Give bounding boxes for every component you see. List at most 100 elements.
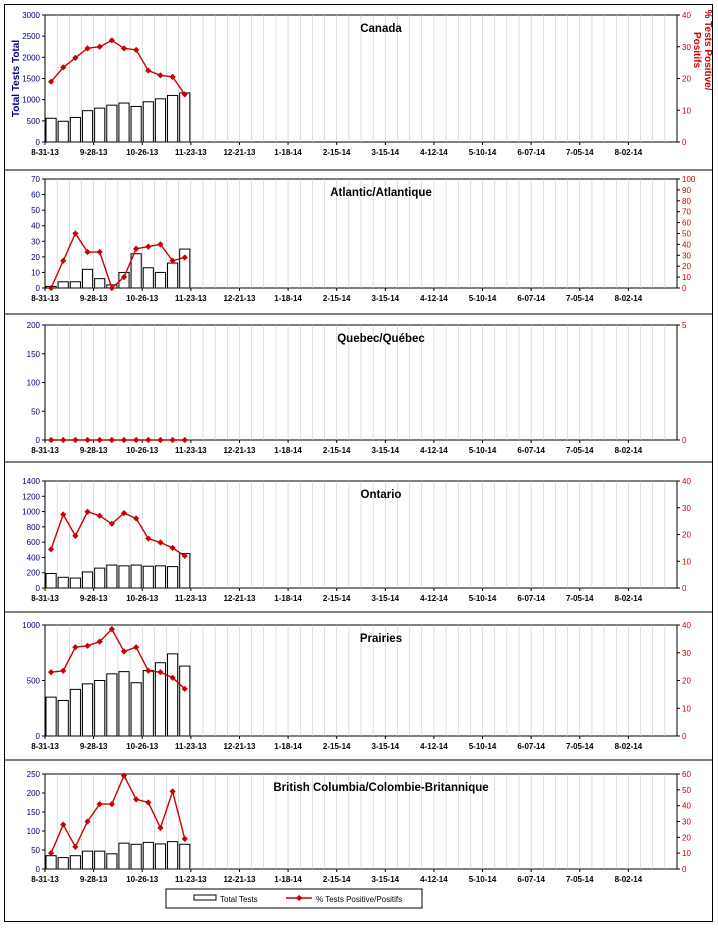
x-tick-label: 8-31-13: [31, 594, 59, 603]
y2-tick-label: 40: [682, 802, 691, 811]
y2-tick-label: 0: [682, 138, 687, 147]
y-tick-label: 600: [27, 538, 41, 547]
legend: Total Tests % Tests Positive/Positifs: [165, 888, 423, 909]
bar: [167, 94, 179, 143]
x-tick-label: 9-28-13: [80, 148, 108, 157]
x-tick-label: 7-05-14: [566, 594, 594, 603]
x-tick-label: 9-28-13: [80, 742, 108, 751]
y-tick-label: 200: [27, 321, 41, 330]
bar: [167, 653, 179, 737]
panel-title: Canada: [360, 23, 402, 35]
bar: [94, 107, 106, 143]
line-point: [108, 626, 115, 633]
y-tick-label: 150: [27, 350, 41, 359]
x-tick-label: 10-26-13: [126, 446, 159, 455]
x-tick-label: 12-21-13: [223, 446, 256, 455]
x-tick-label: 1-18-14: [274, 594, 302, 603]
line-point: [60, 667, 67, 674]
bar: [81, 571, 94, 589]
panel-title: Ontario: [361, 489, 402, 501]
y-tick-label: 30: [31, 237, 40, 246]
bar: [106, 564, 118, 589]
bar: [130, 682, 142, 737]
bar: [106, 853, 118, 870]
bar: [94, 680, 106, 737]
line-point: [96, 248, 103, 256]
bar: [142, 670, 154, 737]
line-point: [145, 67, 152, 74]
x-tick-label: 11-23-13: [175, 594, 207, 603]
x-tick-label: 12-21-13: [223, 594, 256, 603]
y2-tick-label: 30: [682, 649, 691, 658]
x-tick-label: 7-05-14: [566, 446, 594, 455]
line-point: [169, 436, 176, 444]
bar: [45, 696, 57, 737]
chart-panel-5: 0 500 1000 0 10 20 30 40 8-31-13 9-28-13 10-26-13 1…: [22, 621, 691, 751]
y-tick-label: 100: [27, 827, 41, 836]
bar: [179, 92, 191, 143]
x-tick-label: 4-12-14: [420, 594, 448, 603]
y2-tick-label: 30: [682, 251, 691, 260]
line-point: [72, 532, 79, 539]
chart-panel-4: 0 200 400 600 800 1000 1200 1400 0 10 20 30 40 8-31-1…: [22, 477, 691, 603]
bar: [154, 271, 167, 289]
line-point: [133, 436, 140, 444]
x-tick-label: 11-23-13: [175, 446, 207, 455]
line-point: [47, 284, 55, 292]
y2-tick-label: 10: [682, 557, 691, 566]
bar: [69, 855, 81, 870]
x-tick-label: 2-15-14: [323, 594, 351, 603]
x-tick-label: 11-23-13: [175, 148, 207, 157]
y2-tick-label: 0: [682, 732, 687, 741]
y2-tick-label: 0: [682, 284, 687, 293]
legend-bar-swatch: [193, 894, 217, 901]
x-tick-label: 10-26-13: [126, 875, 159, 884]
y-tick-label: 3000: [22, 11, 40, 20]
line-point: [145, 799, 152, 806]
y2-tick-label: 20: [682, 833, 691, 842]
line-point: [157, 824, 164, 831]
x-tick-label: 7-05-14: [566, 875, 594, 884]
y-tick-label: 500: [27, 117, 41, 126]
x-tick-label: 9-28-13: [80, 594, 108, 603]
line-point: [133, 46, 140, 54]
x-tick-label: 2-15-14: [323, 875, 351, 884]
x-tick-label: 12-21-13: [223, 294, 256, 303]
line-point: [133, 245, 140, 252]
y2-tick-label: 10: [682, 704, 691, 713]
bar: [81, 850, 94, 870]
x-tick-label: 4-12-14: [420, 875, 448, 884]
y-tick-label: 10: [31, 268, 40, 277]
line-point: [96, 43, 103, 50]
line-point: [108, 800, 115, 808]
x-tick-label: 8-31-13: [31, 294, 59, 303]
x-tick-label: 11-23-13: [175, 294, 207, 303]
bar: [57, 120, 69, 143]
y2-tick-label: 60: [682, 770, 691, 779]
x-tick-label: 4-12-14: [420, 446, 448, 455]
y2-tick-label: 60: [682, 219, 691, 228]
x-tick-label: 9-28-13: [80, 875, 108, 884]
line-point: [157, 72, 164, 79]
y-tick-label: 0: [36, 865, 41, 874]
bar: [118, 271, 130, 289]
x-tick-label: 10-26-13: [126, 742, 159, 751]
bar: [94, 567, 106, 589]
y-tick-label: 50: [31, 846, 40, 855]
y-tick-label: 1000: [22, 508, 40, 517]
line-point: [133, 644, 140, 651]
x-tick-label: 3-15-14: [372, 742, 400, 751]
y-tick-label: 500: [27, 677, 41, 686]
y-tick-label: 800: [27, 523, 41, 532]
x-tick-label: 8-31-13: [31, 875, 59, 884]
y2-tick-label: 20: [682, 262, 691, 271]
bar: [118, 565, 130, 589]
line-point: [169, 788, 176, 795]
line-point: [84, 642, 91, 649]
chart-panel-6: 0 50 100 150 200 250 0 10 20 30 40 50 60 8-31-13 9-28-…: [27, 770, 692, 884]
bar: [69, 116, 81, 143]
y-tick-label: 1200: [22, 492, 40, 501]
bar: [94, 850, 106, 870]
x-tick-label: 8-02-14: [615, 446, 643, 455]
